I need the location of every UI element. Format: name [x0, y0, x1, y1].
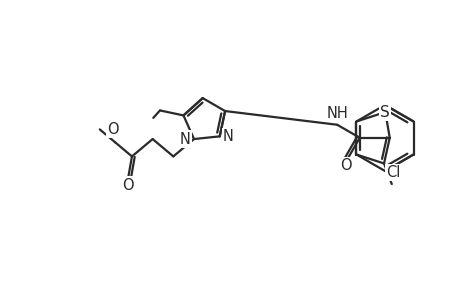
Text: Cl: Cl: [386, 165, 400, 180]
Text: NH: NH: [325, 106, 347, 121]
Text: O: O: [339, 158, 351, 173]
Text: N: N: [180, 132, 190, 147]
Text: N: N: [222, 129, 233, 144]
Text: O: O: [107, 122, 118, 137]
Text: S: S: [380, 105, 389, 120]
Text: O: O: [122, 178, 134, 193]
